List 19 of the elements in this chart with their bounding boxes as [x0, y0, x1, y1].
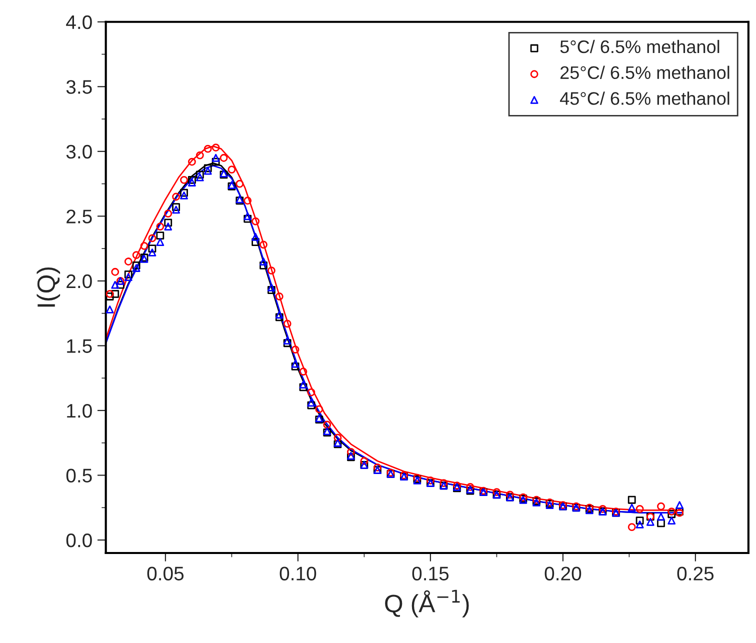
x-tick-label: 0.20 — [544, 566, 582, 580]
y-tick-label: 3.5 — [66, 80, 92, 94]
legend-label: 5°C/ 6.5% methanol — [560, 40, 720, 54]
y-tick-label: 3.0 — [66, 144, 92, 159]
y-tick-label: 1.0 — [67, 404, 92, 418]
y-tick-label: 4.0 — [66, 15, 92, 30]
y-tick-label: 1.5 — [67, 339, 92, 353]
y-tick-label: 2.5 — [66, 210, 92, 224]
x-tick-label: 0.05 — [147, 566, 184, 580]
x-tick-label: 0.15 — [412, 566, 449, 580]
y-tick-label: 2.0 — [66, 274, 92, 288]
y-tick-label: 0.0 — [66, 533, 92, 548]
x-axis-title: Q (Å$^{−1}$) — [385, 590, 469, 618]
y-axis-title: I(Q) — [36, 267, 60, 307]
legend-label: 25°C/ 6.5% methanol — [560, 66, 730, 80]
x-tick-label: 0.25 — [677, 566, 714, 580]
y-tick-label: 0.5 — [66, 468, 92, 482]
legend-label: 45°C/ 6.5% methanol — [560, 92, 730, 105]
x-tick-label: 0.10 — [280, 566, 316, 580]
